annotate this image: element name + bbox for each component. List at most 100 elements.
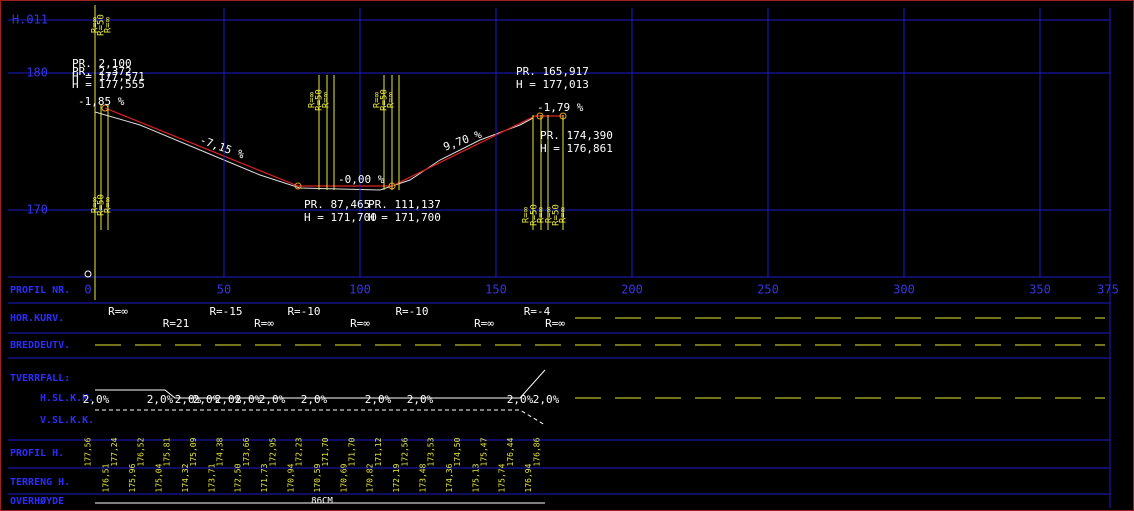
height-label: 176,44 xyxy=(506,437,515,466)
curve-markers xyxy=(94,5,564,300)
point-h: H = 171,700 xyxy=(304,211,377,224)
radius-label: R=∞ xyxy=(91,196,101,213)
axis-label: H.011 xyxy=(12,13,48,27)
origin xyxy=(84,270,92,278)
height-label: 175,09 xyxy=(189,437,198,466)
height-label: 175,13 xyxy=(471,463,480,492)
height-label: 175,96 xyxy=(128,463,137,492)
row-label: OVERHØYDE xyxy=(10,495,64,507)
hor-curve-label: R=∞ xyxy=(108,305,128,318)
point-pr: PR. 2,372 xyxy=(72,65,132,78)
height-label: 173,66 xyxy=(242,437,251,466)
height-label: 176,94 xyxy=(524,463,533,492)
station-label: 0 xyxy=(84,283,91,297)
cross-fall-label: 2,0% xyxy=(301,393,328,406)
slope-label: -1,85 % xyxy=(78,95,125,108)
height-label: 170,69 xyxy=(339,463,348,492)
hor-curve-label: R=21 xyxy=(163,317,190,330)
height-label: 170,59 xyxy=(313,463,322,492)
cross-fall-label: 2,0% xyxy=(507,393,534,406)
radius-label: R=∞ xyxy=(308,91,318,108)
radius-label: R=∞ xyxy=(537,206,547,223)
radius-label: R=∞ xyxy=(559,206,569,223)
row-label: H.SL.K.K. xyxy=(40,393,94,404)
cross-fall-v xyxy=(95,409,546,426)
point-pr: PR. 2,100 xyxy=(72,57,132,70)
radius-label: R=50 xyxy=(97,14,107,36)
point-h: H = 177,013 xyxy=(516,78,589,91)
slope-label: -0,00 % xyxy=(338,173,385,186)
height-label: 174,38 xyxy=(216,437,225,466)
cross-fall-label: 2,0% xyxy=(215,393,242,406)
cross-fall-label: 2,0% xyxy=(235,393,262,406)
station-label: 50 xyxy=(217,283,231,297)
radius-label: R=∞ xyxy=(104,16,114,33)
height-label: 174,36 xyxy=(445,463,454,492)
cross-fall-label: 2,0% xyxy=(175,393,202,406)
height-label: 172,56 xyxy=(400,437,409,466)
station-label: 300 xyxy=(893,283,915,297)
height-label: 175,74 xyxy=(498,463,507,492)
radius-label: R=50 xyxy=(97,194,107,216)
point-pr: PR. 87,465 xyxy=(304,198,370,211)
slope-label: -1,79 % xyxy=(537,101,584,114)
hor-curve-label: R=∞ xyxy=(254,317,274,330)
radius-label: R=∞ xyxy=(322,91,332,108)
hor-curve-label: R=-10 xyxy=(287,305,320,318)
cross-fall-label: 2,0% xyxy=(407,393,434,406)
row-label: TVERRFALL: xyxy=(10,373,70,384)
point-pr: PR. 165,917 xyxy=(516,65,589,78)
height-label: 171,70 xyxy=(321,437,330,466)
hor-curve-label: R=-10 xyxy=(395,305,428,318)
height-label: 171,73 xyxy=(260,463,269,492)
cross-fall-h xyxy=(95,369,546,399)
radius-label: R=∞ xyxy=(387,91,397,108)
point-h: H = 177,571 xyxy=(72,70,145,83)
height-label: 171,12 xyxy=(374,437,383,466)
station-label: 150 xyxy=(485,283,507,297)
cross-fall-label: 2,0% xyxy=(533,393,560,406)
radius-label: R=50 xyxy=(530,204,540,226)
height-label: 176,52 xyxy=(136,437,145,466)
hor-curve-label: R=∞ xyxy=(350,317,370,330)
row-label: V.SL.K.K. xyxy=(40,415,94,426)
grid xyxy=(8,8,1111,508)
height-label: 172,23 xyxy=(295,437,304,466)
cross-fall-label: 2,0% xyxy=(147,393,174,406)
height-label: 172,19 xyxy=(392,463,401,492)
point-pr: PR. 174,390 xyxy=(540,129,613,142)
radius-label: R=∞ xyxy=(91,16,101,33)
station-label: 100 xyxy=(349,283,371,297)
point-h: H = 171,700 xyxy=(368,211,441,224)
height-label: 174,50 xyxy=(453,437,462,466)
row-label: BREDDEUTV. xyxy=(10,340,70,351)
height-label: 175,81 xyxy=(163,437,172,466)
axis-label: 170 xyxy=(26,203,48,217)
station-label: 375 xyxy=(1097,283,1119,297)
height-label: 177,56 xyxy=(84,437,93,466)
cross-fall-label: 2,0% xyxy=(365,393,392,406)
height-label: 173,53 xyxy=(427,437,436,466)
station-label: 350 xyxy=(1029,283,1051,297)
height-label: 171,70 xyxy=(348,437,357,466)
height-label: 172,95 xyxy=(268,437,277,466)
height-label: 173,48 xyxy=(419,463,428,492)
radius-label: R=∞ xyxy=(104,196,114,213)
cross-fall-label: 2,0% xyxy=(193,393,220,406)
radius-label: R=∞ xyxy=(545,206,555,223)
height-label: 170,94 xyxy=(287,463,296,492)
point-pr: PR. 111,137 xyxy=(368,198,441,211)
radius-label: R=∞ xyxy=(522,206,532,223)
height-label: 170,82 xyxy=(366,463,375,492)
row-label: PROFIL NR. xyxy=(10,285,70,296)
row-label: PROFIL H. xyxy=(10,448,64,459)
hor-curve-label: R=∞ xyxy=(474,317,494,330)
height-label: 174,32 xyxy=(181,463,190,492)
axis-label: 180 xyxy=(26,66,48,80)
hor-curve-label: R=-15 xyxy=(209,305,242,318)
point-h: H = 176,861 xyxy=(540,142,613,155)
hor-curve-label: R=∞ xyxy=(545,317,565,330)
height-label: 177,24 xyxy=(110,437,119,466)
row-label: TERRENG H. xyxy=(10,477,70,488)
